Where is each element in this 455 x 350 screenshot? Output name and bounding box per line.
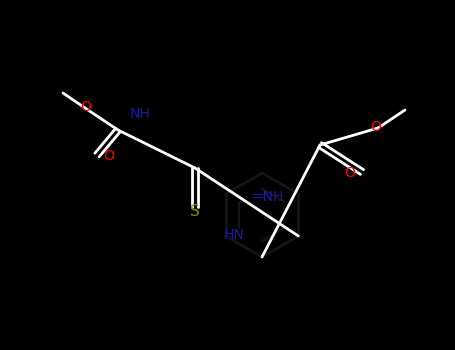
Text: =NH: =NH bbox=[252, 190, 284, 204]
Text: O: O bbox=[81, 100, 91, 114]
Text: O: O bbox=[104, 149, 115, 163]
Text: O: O bbox=[370, 120, 381, 134]
Text: S: S bbox=[190, 203, 200, 218]
Text: O: O bbox=[344, 166, 355, 180]
Text: HN: HN bbox=[223, 228, 244, 242]
Text: NH: NH bbox=[130, 107, 150, 121]
